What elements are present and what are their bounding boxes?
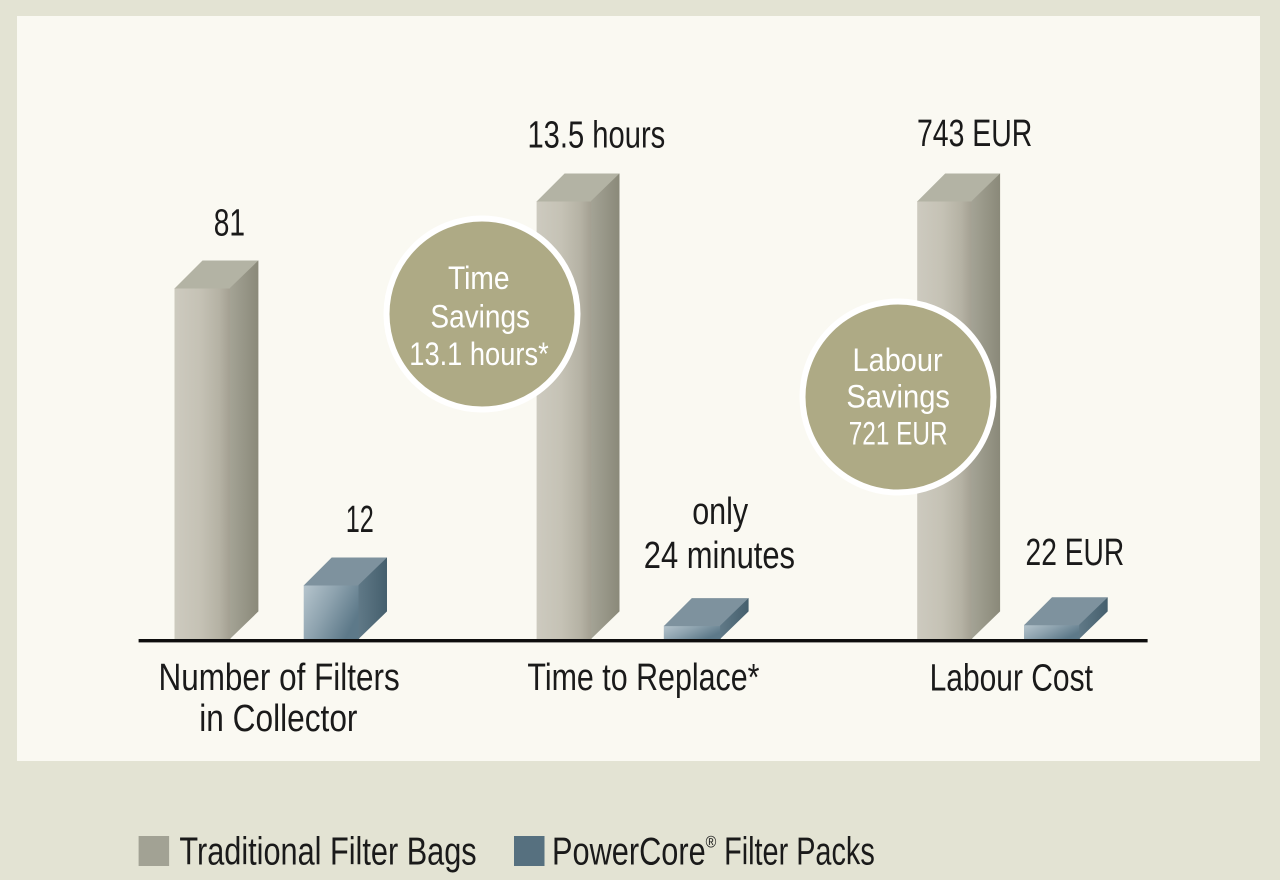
svg-text:Traditional Filter Bags: Traditional Filter Bags [179,830,476,873]
svg-text:Time: Time [448,261,510,296]
svg-text:®: ® [706,833,717,851]
svg-text:Filter Packs: Filter Packs [724,830,875,873]
svg-text:Labour Cost: Labour Cost [930,657,1094,699]
svg-text:Time to Replace*: Time to Replace* [527,657,759,699]
svg-text:81: 81 [214,202,245,244]
svg-text:22 EUR: 22 EUR [1026,532,1125,574]
svg-text:721 EUR: 721 EUR [849,416,948,452]
svg-text:Number of Filters: Number of Filters [159,656,400,698]
svg-text:Savings: Savings [846,379,950,415]
svg-text:PowerCore: PowerCore [552,830,706,873]
svg-text:12: 12 [346,498,374,540]
svg-text:13.1 hours*: 13.1 hours* [409,337,549,373]
svg-text:13.5 hours: 13.5 hours [527,114,665,157]
svg-text:743 EUR: 743 EUR [917,113,1032,155]
svg-text:only: only [692,491,749,533]
svg-text:24 minutes: 24 minutes [644,535,795,577]
svg-text:Savings: Savings [430,300,530,335]
svg-text:in Collector: in Collector [199,697,358,739]
svg-text:Labour: Labour [852,343,942,379]
